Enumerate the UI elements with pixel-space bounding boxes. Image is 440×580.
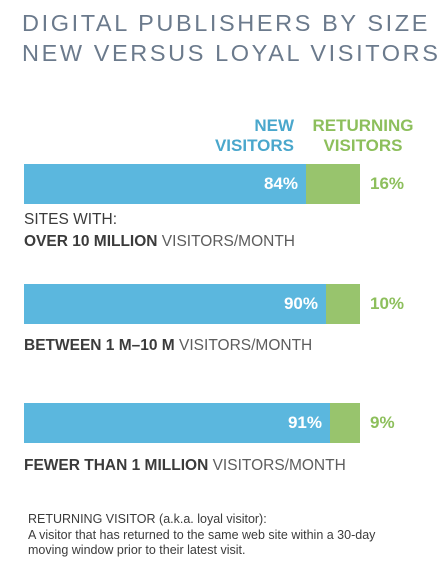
label-returning-2: 10% xyxy=(370,294,405,313)
chart-title: DIGITAL PUBLISHERS BY SIZE NEW VERSUS LO… xyxy=(22,8,440,68)
footnote-body: A visitor that has returned to the same … xyxy=(28,527,376,558)
caption-prefix-1: SITES WITH: xyxy=(24,211,117,228)
footnote: RETURNING VISITOR (a.k.a. loyal visitor)… xyxy=(28,512,418,559)
caption-3-strong: FEWER THAN 1 MILLION xyxy=(24,457,209,474)
caption-2-strong: BETWEEN 1 M–10 M xyxy=(24,337,175,354)
caption-3: FEWER THAN 1 MILLION VISITORS/MONTH xyxy=(24,456,346,476)
bar-returning-1 xyxy=(306,164,360,204)
bar-track-3: 91% xyxy=(24,403,360,443)
legend-new-visitors: NEW VISITORS xyxy=(214,116,294,155)
bar-group-3: 91% 9% xyxy=(24,403,424,443)
bar-returning-3 xyxy=(330,403,360,443)
label-returning-3: 9% xyxy=(370,413,395,432)
label-returning-1: 16% xyxy=(370,174,405,193)
caption-3-rest: VISITORS/MONTH xyxy=(208,457,346,474)
bar-track-2: 90% xyxy=(24,284,360,324)
bar-group-2: 90% 10% xyxy=(24,284,424,324)
caption-1-strong: OVER 10 MILLION xyxy=(24,233,158,250)
title-line-1: DIGITAL PUBLISHERS BY SIZE xyxy=(22,10,431,36)
caption-2-rest: VISITORS/MONTH xyxy=(174,337,313,354)
legend-returning-visitors: RETURNING VISITORS xyxy=(312,116,414,155)
title-line-2: NEW VERSUS LOYAL VISITORS xyxy=(22,40,440,66)
label-new-2: 90% xyxy=(283,294,318,313)
caption-1-rest: VISITORS/MONTH xyxy=(157,233,296,250)
bar-new-2 xyxy=(24,284,326,324)
label-new-1: 84% xyxy=(263,174,298,193)
footnote-heading: RETURNING VISITOR (a.k.a. loyal visitor)… xyxy=(28,512,267,526)
bar-new-3 xyxy=(24,403,330,443)
label-new-3: 91% xyxy=(287,413,322,432)
caption-2: BETWEEN 1 M–10 M VISITORS/MONTH xyxy=(24,336,312,356)
bar-returning-2 xyxy=(326,284,360,324)
bar-new-1 xyxy=(24,164,306,204)
bar-group-1: 84% 16% xyxy=(24,164,424,204)
caption-1: OVER 10 MILLION VISITORS/MONTH xyxy=(24,232,295,252)
bar-track-1: 84% xyxy=(24,164,360,204)
